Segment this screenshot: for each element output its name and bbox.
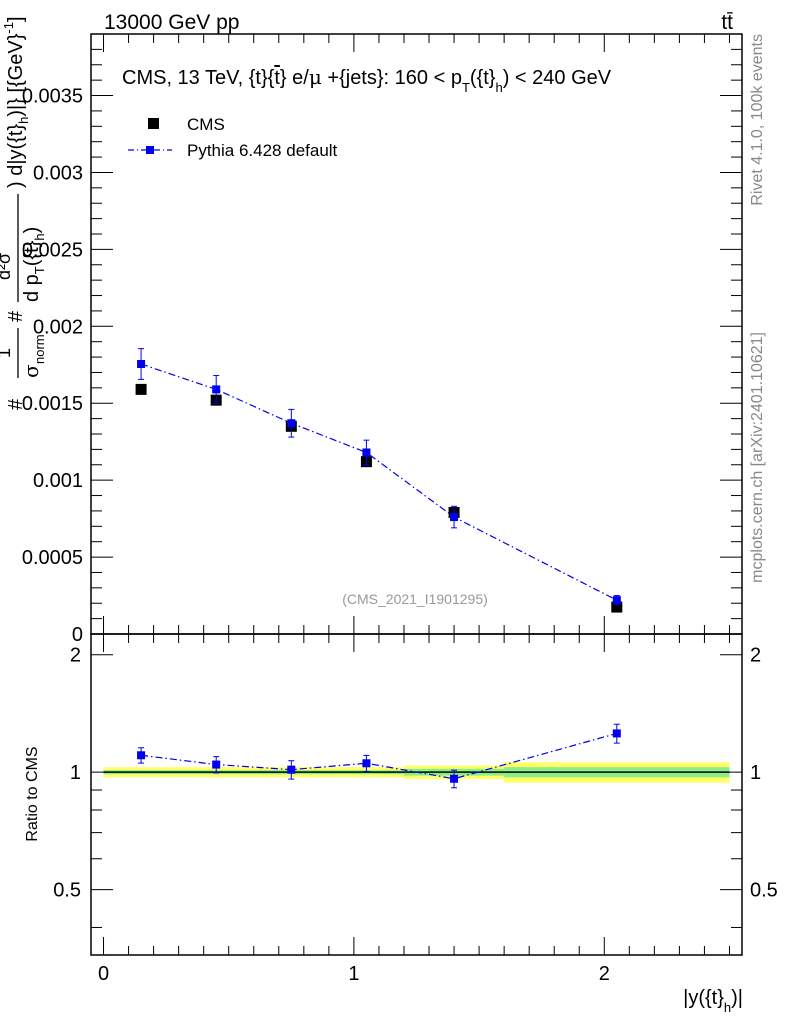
- process-label: tt̄: [721, 11, 733, 34]
- ratio-y-tick-label-right: 2: [750, 645, 761, 667]
- pythia-point: [287, 419, 296, 428]
- ratio-pythia-line: [141, 732, 617, 780]
- cms-point: [611, 601, 623, 613]
- ratio-y-axis-label: Ratio to CMS: [24, 746, 41, 841]
- main-title: CMS, 13 TeV, {t}{t} e/μ +{jets}: 160 < p…: [122, 65, 612, 95]
- ratio-point: [287, 765, 296, 774]
- title-open: ({t}: [470, 67, 496, 89]
- legend-pythia-marker: [146, 146, 154, 154]
- x-tick-label: 0: [98, 963, 109, 985]
- x-axis-label: |y({t}h)|: [683, 987, 743, 1015]
- main-y-tick-label: 0.001: [33, 470, 83, 492]
- ratio-y-tick-labels: 0.5 0.5 1 1 2 2: [53, 645, 778, 902]
- ratio-y-tick-label-left: 2: [70, 645, 81, 667]
- rivet-label: Rivet 4.1.0, 100k events: [749, 34, 766, 206]
- pythia-point: [362, 448, 371, 457]
- ylabel-one: 1: [0, 348, 14, 358]
- x-tick-label: 2: [599, 963, 610, 985]
- main-y-tick-label: 0.0035: [22, 86, 83, 108]
- mcplots-label: mcplots.cern.ch [arXiv:2401.10621]: [749, 332, 766, 583]
- legend-pythia-label: Pythia 6.428 default: [187, 141, 338, 160]
- ylabel-tail: ) d|y({t}h)|} [{GeV}-1]: [1, 16, 31, 188]
- ylabel-norm: norm: [32, 334, 47, 364]
- ratio-point: [612, 729, 621, 738]
- main-y-tick-label: 0.003: [33, 162, 83, 184]
- title-sub-T: T: [462, 80, 470, 95]
- pythia-point: [450, 513, 459, 522]
- main-y-axis-label: # 1 σ norm # d²σ d pT({t}h) ) d|y({t}h)|…: [0, 16, 47, 410]
- title-jets: +{jets}: 160 < p: [322, 67, 462, 89]
- main-y-tick-labels: 0 0.0005 0.001 0.0015 0.002 0.0025 0.003 0.0035: [22, 86, 83, 646]
- ratio-panel-frame: [90, 633, 743, 956]
- title-mu: μ: [309, 65, 322, 89]
- main-axis-ticks: [91, 34, 742, 635]
- ratio-point: [137, 751, 146, 760]
- ratio-data-layer: [137, 723, 621, 789]
- title-lead: CMS, 13 TeV, {t}{: [122, 67, 275, 89]
- legend-cms-label: CMS: [187, 115, 225, 134]
- ylabel-hash-2: #: [5, 310, 27, 322]
- ylabel-dpt: d pT({t}h): [21, 227, 47, 302]
- x-tick-label: 1: [348, 963, 359, 985]
- legend-cms-marker: [148, 118, 159, 129]
- main-y-tick-label: 0.0015: [22, 393, 83, 415]
- ratio-point: [212, 760, 221, 769]
- main-y-tick-label: 0: [72, 624, 83, 646]
- x-tick-labels: 0 1 2: [98, 963, 610, 985]
- ratio-y-tick-label-left: 1: [70, 762, 81, 784]
- ratio-y-tick-label-left: 0.5: [53, 880, 81, 902]
- ratio-y-tick-label-right: 1: [750, 762, 761, 784]
- analysis-watermark: (CMS_2021_I1901295): [342, 591, 488, 607]
- ratio-axis-ticks: [91, 634, 742, 955]
- ylabel-hash-1: #: [5, 398, 27, 410]
- ratio-y-tick-label-right: 0.5: [750, 880, 778, 902]
- energy-label: 13000 GeV pp: [104, 11, 239, 34]
- title-mid: } e/: [280, 67, 309, 89]
- title-tbar: t: [274, 67, 280, 89]
- main-data-layer: [135, 348, 623, 613]
- main-y-tick-label: 0.0005: [22, 547, 83, 569]
- ratio-point: [450, 774, 459, 783]
- pythia-point: [137, 360, 146, 368]
- pythia-point: [612, 596, 621, 605]
- cms-point: [135, 383, 147, 395]
- title-close: ) < 240 GeV: [503, 67, 612, 89]
- ylabel-d2sigma: d²σ: [0, 253, 14, 280]
- title-sub-h: h: [495, 80, 502, 95]
- main-y-tick-label: 0.002: [33, 316, 83, 338]
- pythia-point: [212, 385, 221, 394]
- main-y-tick-label: 0.0025: [22, 239, 83, 261]
- legend: CMS Pythia 6.428 default: [128, 115, 338, 160]
- pythia-line: [140, 363, 618, 601]
- ylabel-sigma: σ: [19, 364, 43, 378]
- ratio-point: [362, 759, 371, 768]
